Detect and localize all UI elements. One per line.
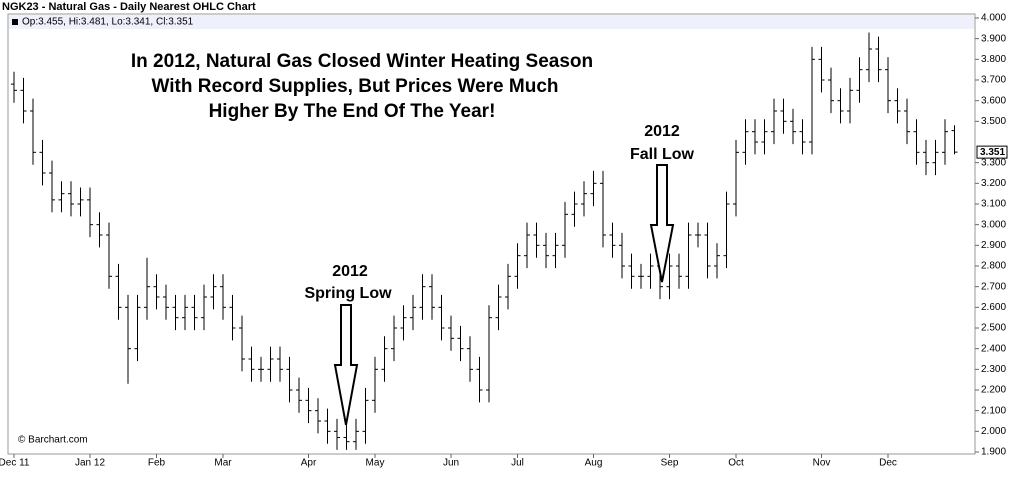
legend-swatch: [12, 19, 18, 25]
y-tick-label: 1.900: [981, 447, 1006, 458]
y-tick-label: 3.700: [981, 75, 1006, 86]
y-tick-label: 2.800: [981, 261, 1006, 272]
y-tick-label: 2.600: [981, 302, 1006, 313]
y-tick-label: 3.800: [981, 54, 1006, 65]
annotation: Spring Low: [304, 285, 392, 302]
x-tick-label: Feb: [148, 458, 166, 469]
y-tick-label: 3.900: [981, 33, 1006, 44]
headline: In 2012, Natural Gas Closed Winter Heati…: [131, 51, 593, 72]
x-tick-label: Dec 11: [0, 458, 30, 469]
x-tick-label: Jun: [443, 458, 459, 469]
x-tick-label: Sep: [661, 458, 679, 469]
y-tick-label: 3.000: [981, 219, 1006, 230]
annotation: Fall Low: [630, 146, 695, 163]
ohlc-bars: [11, 32, 958, 450]
x-tick-label: Nov: [813, 458, 831, 469]
annotation: 2012: [644, 123, 680, 140]
arrow: [649, 164, 675, 283]
y-tick-label: 3.100: [981, 199, 1006, 210]
y-tick-label: 2.700: [981, 281, 1006, 292]
y-tick-label: 2.100: [981, 405, 1006, 416]
y-tick-label: 2.900: [981, 240, 1006, 251]
x-tick-label: Jul: [511, 458, 524, 469]
x-tick-label: Mar: [214, 458, 232, 469]
last-price-label: 3.351: [980, 147, 1005, 158]
y-tick-label: 4.000: [981, 13, 1006, 24]
y-tick-label: 2.200: [981, 385, 1006, 396]
x-tick-label: Apr: [301, 458, 317, 469]
x-tick-label: May: [366, 458, 385, 469]
headline: Higher By The End Of The Year!: [209, 101, 496, 122]
y-tick-label: 2.300: [981, 364, 1006, 375]
y-tick-label: 3.500: [981, 116, 1006, 127]
x-tick-label: Aug: [585, 458, 603, 469]
y-tick-label: 2.400: [981, 343, 1006, 354]
legend-strip: [9, 15, 974, 29]
y-tick-label: 3.300: [981, 157, 1006, 168]
credit: © Barchart.com: [18, 435, 88, 446]
last-price-box: [976, 145, 1008, 159]
y-tick-label: 3.600: [981, 95, 1006, 106]
annotation: 2012: [332, 263, 368, 280]
x-tick-label: Oct: [728, 458, 744, 469]
headline: With Record Supplies, But Prices Were Mu…: [152, 76, 559, 97]
y-tick-label: 2.500: [981, 323, 1006, 334]
arrow: [333, 304, 359, 426]
x-tick-label: Jan 12: [75, 458, 105, 469]
plot-frame: [7, 13, 976, 455]
chart-title: NGK23 - Natural Gas - Daily Nearest OHLC…: [2, 1, 256, 13]
y-tick-label: 3.200: [981, 178, 1006, 189]
x-tick-label: Dec: [879, 458, 897, 469]
legend-text: Op:3.455, Hi:3.481, Lo:3.341, Cl:3.351: [22, 17, 194, 28]
y-tick-label: 2.000: [981, 426, 1006, 437]
